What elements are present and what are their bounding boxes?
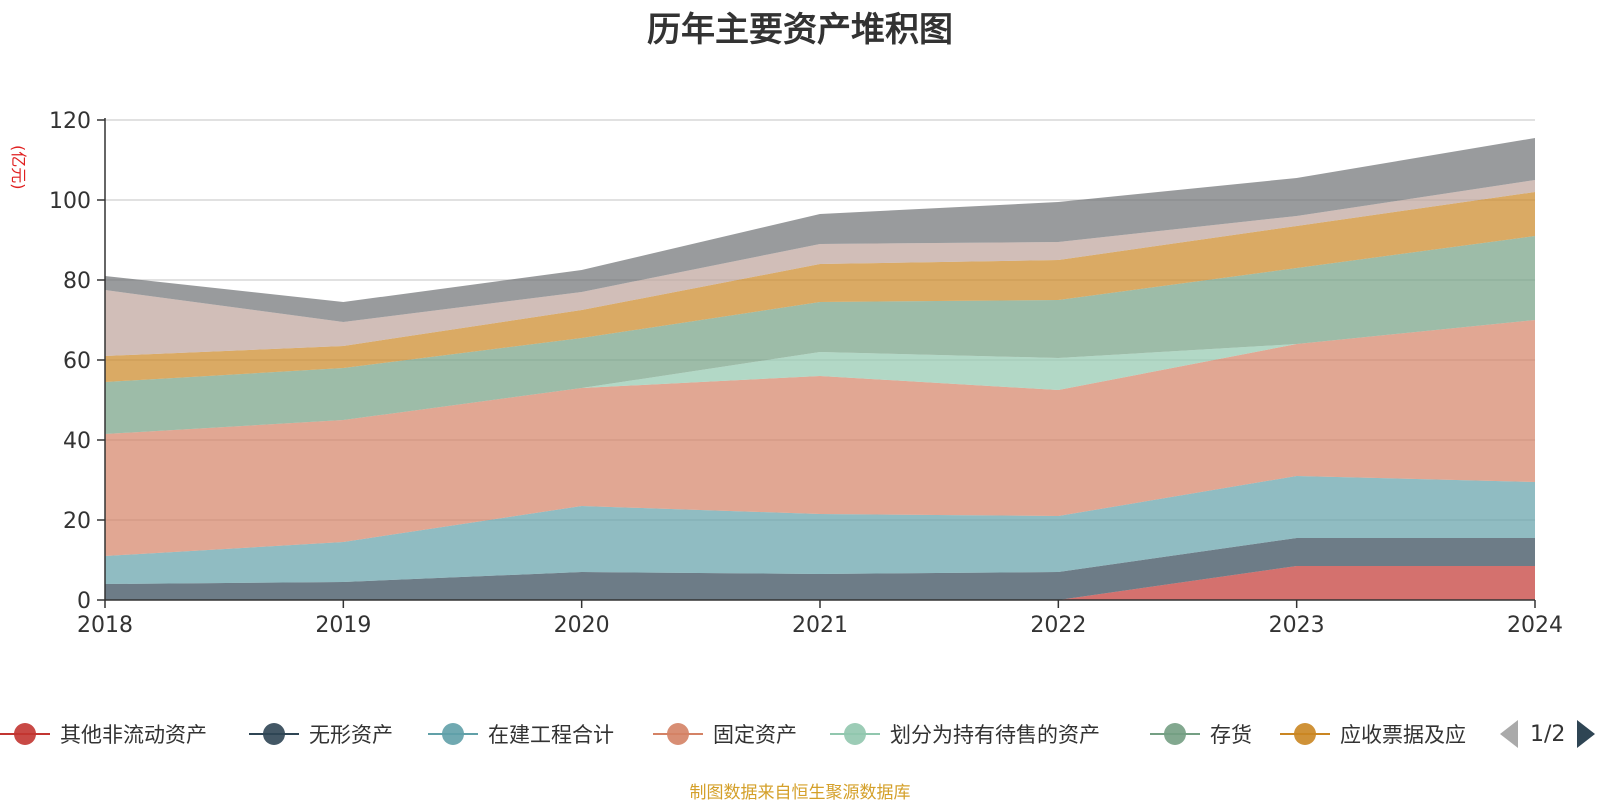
legend-label: 划分为持有待售的资产 — [890, 723, 1100, 747]
legend: 其他非流动资产 无形资产 在建工程合计 固定资产 划分为持有待售的资产 存货 应收票据及应 — [0, 714, 1600, 754]
legend-item[interactable]: 固定资产 — [653, 714, 797, 754]
y-tick-label: 120 — [49, 109, 91, 134]
legend-item[interactable]: 划分为持有待售的资产 — [830, 714, 1100, 754]
legend-prev-page-icon[interactable] — [1500, 720, 1518, 748]
legend-marker-icon — [1150, 722, 1200, 746]
legend-label: 固定资产 — [713, 723, 797, 747]
legend-label: 应收票据及应 — [1340, 723, 1466, 747]
x-tick-label: 2019 — [315, 613, 371, 638]
legend-label: 无形资产 — [309, 723, 393, 747]
source-note: 制图数据来自恒生聚源数据库 — [689, 783, 911, 803]
area-series-2 — [105, 476, 1535, 584]
legend-next-page-icon[interactable] — [1577, 720, 1596, 748]
x-tick-label: 2018 — [77, 613, 133, 638]
legend-item[interactable]: 无形资产 — [249, 714, 393, 754]
area-series-1 — [105, 538, 1535, 600]
area-series-3 — [105, 320, 1535, 556]
y-tick-label: 40 — [63, 429, 91, 454]
x-tick-label: 2021 — [792, 613, 848, 638]
legend-label: 存货 — [1210, 723, 1252, 747]
y-tick-label: 100 — [49, 189, 91, 214]
legend-item[interactable]: 其他非流动资产 — [0, 714, 207, 754]
x-tick-label: 2023 — [1269, 613, 1325, 638]
legend-marker-icon — [428, 722, 478, 746]
legend-marker-icon — [653, 722, 703, 746]
legend-page-indicator: 1/2 — [1530, 721, 1566, 747]
legend-marker-icon — [830, 722, 880, 746]
chart-title: 历年主要资产堆积图 — [647, 10, 953, 50]
x-tick-label: 2022 — [1030, 613, 1086, 638]
legend-marker-icon — [249, 722, 299, 746]
legend-item[interactable]: 应收票据及应 — [1280, 714, 1466, 754]
area-series-7 — [105, 180, 1535, 356]
y-tick-label: 60 — [63, 349, 91, 374]
area-series-0 — [105, 566, 1535, 600]
area-series-6 — [105, 192, 1535, 382]
legend-pager: 1/2 — [1500, 714, 1596, 754]
area-series-5 — [105, 236, 1535, 434]
legend-item[interactable]: 存货 — [1150, 714, 1252, 754]
y-tick-label: 20 — [63, 509, 91, 534]
y-tick-label: 80 — [63, 269, 91, 294]
legend-marker-icon — [1280, 722, 1330, 746]
legend-label: 在建工程合计 — [488, 723, 614, 747]
legend-marker-icon — [0, 722, 50, 746]
x-tick-label: 2024 — [1507, 613, 1563, 638]
legend-item[interactable]: 在建工程合计 — [428, 714, 614, 754]
y-tick-label: 0 — [77, 589, 91, 614]
area-series-8 — [105, 138, 1535, 322]
x-tick-label: 2020 — [554, 613, 610, 638]
legend-label: 其他非流动资产 — [60, 723, 207, 747]
